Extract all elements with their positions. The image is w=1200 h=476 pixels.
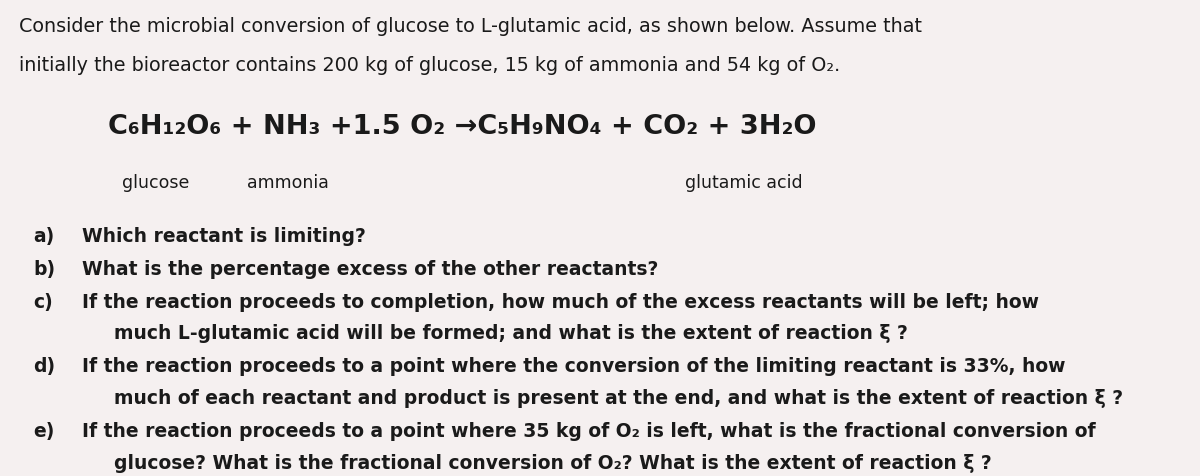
Text: d): d) xyxy=(34,356,55,375)
Text: Which reactant is limiting?: Which reactant is limiting? xyxy=(82,226,366,245)
Text: If the reaction proceeds to completion, how much of the excess reactants will be: If the reaction proceeds to completion, … xyxy=(82,293,1038,312)
Text: Consider the microbial conversion of glucose to L-glutamic acid, as shown below.: Consider the microbial conversion of glu… xyxy=(19,17,923,36)
Text: ammonia: ammonia xyxy=(247,174,329,192)
Text: If the reaction proceeds to a point where 35 kg of O₂ is left, what is the fract: If the reaction proceeds to a point wher… xyxy=(82,421,1096,440)
Text: initially the bioreactor contains 200 kg of glucose, 15 kg of ammonia and 54 kg : initially the bioreactor contains 200 kg… xyxy=(19,56,840,75)
Text: glucose? What is the fractional conversion of O₂? What is the extent of reaction: glucose? What is the fractional conversi… xyxy=(114,453,991,472)
Text: a): a) xyxy=(34,226,55,245)
Text: glucose: glucose xyxy=(122,174,190,192)
Text: b): b) xyxy=(34,259,55,278)
Text: c): c) xyxy=(34,293,53,312)
Text: C₆H₁₂O₆ + NH₃ +1.5 O₂ →C₅H₉NO₄ + CO₂ + 3H₂O: C₆H₁₂O₆ + NH₃ +1.5 O₂ →C₅H₉NO₄ + CO₂ + 3… xyxy=(108,114,816,140)
Text: What is the percentage excess of the other reactants?: What is the percentage excess of the oth… xyxy=(82,259,658,278)
Text: much of each reactant and product is present at the end, and what is the extent : much of each reactant and product is pre… xyxy=(114,388,1123,407)
Text: If the reaction proceeds to a point where the conversion of the limiting reactan: If the reaction proceeds to a point wher… xyxy=(82,356,1066,375)
Text: e): e) xyxy=(34,421,55,440)
Text: glutamic acid: glutamic acid xyxy=(685,174,803,192)
Text: much L-glutamic acid will be formed; and what is the extent of reaction ξ ?: much L-glutamic acid will be formed; and… xyxy=(114,324,908,343)
